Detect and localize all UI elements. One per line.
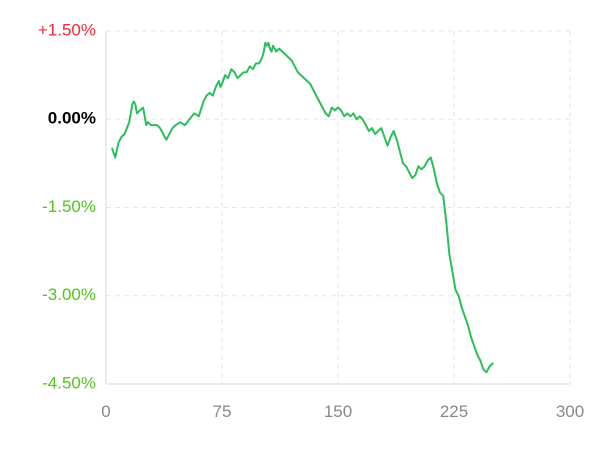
y-axis-ticks: +1.50% 0.00% -1.50% -3.00% -4.50% — [38, 20, 96, 392]
x-tick-label: 75 — [213, 402, 232, 421]
axes — [105, 31, 570, 385]
x-tick-label: 0 — [101, 402, 110, 421]
grid — [106, 30, 571, 384]
y-tick-label: 0.00% — [48, 109, 96, 128]
series — [111, 41, 494, 374]
y-tick-label: +1.50% — [38, 20, 96, 39]
x-tick-label: 150 — [324, 402, 352, 421]
x-axis-ticks: 0 75 150 225 300 — [101, 402, 584, 421]
x-tick-label: 225 — [440, 402, 468, 421]
y-tick-label: -4.50% — [42, 373, 96, 392]
x-tick-label: 300 — [556, 402, 584, 421]
y-tick-label: -3.00% — [42, 285, 96, 304]
y-tick-label: -1.50% — [42, 197, 96, 216]
series-line — [111, 41, 494, 374]
